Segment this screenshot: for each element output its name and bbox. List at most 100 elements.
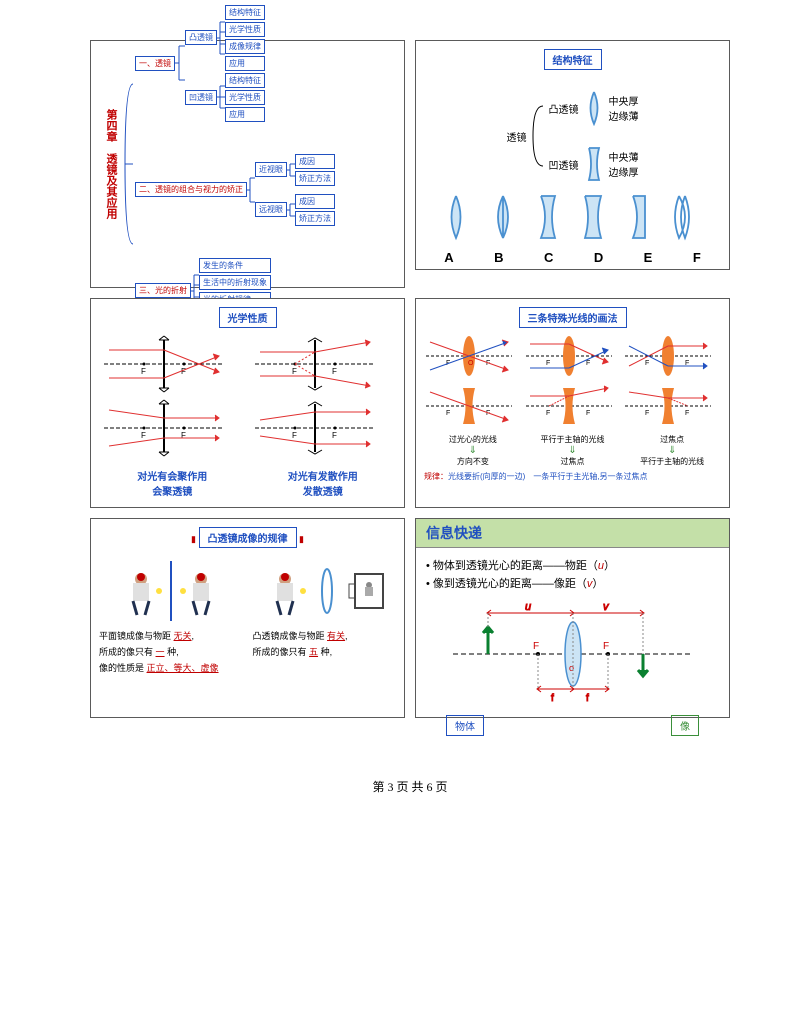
p4-rule-label: 规律： [424,472,448,481]
svg-text:F: F [586,360,590,367]
svg-text:F: F [685,410,689,417]
mm-myopia: 近视眼 [255,162,287,177]
svg-text:f: f [551,693,554,704]
mm-concave: 凹透镜 [185,90,217,105]
p4-sub: 方向不变 [457,457,489,466]
p2-concave-desc: 中央薄 边缘厚 [609,149,639,179]
mm-leaf: 矫正方法 [295,211,335,226]
mm-l1-1: 二、透镜的组合与视力的矫正 [135,182,247,197]
page-footer: 第 3 页 共 6 页 [90,778,730,795]
mm-leaf: 结构特征 [225,73,265,88]
lens-letter: F [693,250,701,265]
svg-text:O: O [468,360,474,367]
mm-l1-0: 一、透镜 [135,56,175,71]
p5l: 所成的像只有 [99,647,153,657]
p2-concave: 凹透镜 [549,157,579,172]
mm-leaf: 结构特征 [225,5,265,20]
svg-text:F: F [292,367,297,376]
page-root: 第四章 透镜及其应用 一、透镜 凸透镜 结构特征 光学性质 成像规律 应用 凹透… [0,0,800,815]
panel-imaging: ▮ 凸透镜成像的规律 ▮ 平面镜成像与物距 无关, 所成的像只有 一 种, 像的… [90,518,405,718]
p4-cap: 过光心的光线 [449,435,497,444]
svg-text:F: F [292,431,297,440]
p5r: 有关 [327,631,345,641]
svg-text:F: F [546,410,550,417]
arrow-down-icon: ⇓ [469,445,477,456]
lens-person-icon [259,556,389,626]
panel-structure: 结构特征 透镜 凸透镜 中央厚 边缘薄 凹透镜 中央薄 边缘厚 A B C D … [415,40,730,270]
mirror-person-icon [111,556,231,626]
lens-shapes-icon [433,192,713,242]
mm-leaf: 光学性质 [225,90,265,105]
mm-line-icon [247,172,255,208]
p4-title: 三条特殊光线的画法 [519,307,627,328]
concave-lens-icon [585,146,603,182]
mm-leaf: 成因 [295,154,335,169]
svg-text:f: f [586,693,589,704]
p5l: 平面镜成像与物距 [99,631,171,641]
svg-text:F: F [586,410,590,417]
panel-optical: 光学性质 F F F F F F [90,298,405,508]
p4-sub: 过焦点 [560,457,584,466]
mm-leaf: 成因 [295,194,335,209]
p2-convex-desc: 中央厚 边缘薄 [609,93,639,123]
ray-diagram-icon: FF [424,382,514,430]
p4-rule: 光线要折(向厚的一边) 一条平行于主光轴,另一条过焦点 [448,472,648,481]
ray-diagram-icon: FF [623,332,713,380]
convex-lens-icon [585,90,603,126]
p5r: 五 [309,647,318,657]
p4-cap: 过焦点 [660,435,684,444]
bracket-icon [531,101,545,171]
svg-text:u: u [525,601,531,613]
svg-text:F: F [446,410,450,417]
p5l: 种, [167,647,179,657]
arrow-down-icon: ⇓ [668,445,676,456]
p5r: 凸透镜成像与物距 [253,631,325,641]
panel2-title: 结构特征 [544,49,602,70]
panel-rays: 三条特殊光线的画法 FFO FF FF FF FF FF 过光心的光线 [415,298,730,508]
p6-header: 信息快递 [416,519,729,548]
svg-text:F: F [533,641,539,652]
lens-distance-diagram-icon: o F F u v f f [443,599,703,709]
mm-hyperopia: 远视眼 [255,202,287,217]
p5r: 所成的像只有 [253,647,307,657]
concave-diverge-icon: F F [250,334,380,394]
ray-diagram-icon: FF [524,382,614,430]
panel-grid: 第四章 透镜及其应用 一、透镜 凸透镜 结构特征 光学性质 成像规律 应用 凹透… [90,40,730,718]
lens-letter: D [594,250,603,265]
mm-line-icon [287,200,295,220]
mm-l1-2: 三、光的折射 [135,283,191,298]
mm-line-icon [287,160,295,180]
svg-text:F: F [332,431,337,440]
mm-leaf: 应用 [225,107,265,122]
p3-title: 光学性质 [219,307,277,328]
svg-text:o: o [569,663,574,673]
ray-diagram-icon: FFO [424,332,514,380]
panel-info: 信息快递 • 物体到透镜光心的距离——物距（u） • 像到透镜光心的距离——像距… [415,518,730,718]
svg-text:F: F [645,410,649,417]
p4-cap: 平行于主轴的光线 [540,435,604,444]
convex-parallel-icon: F F [99,398,229,458]
svg-text:F: F [181,431,186,440]
p3-label2: 对光有发散作用 发散透镜 [250,468,397,498]
mm-leaf: 矫正方法 [295,171,335,186]
mm-convex: 凸透镜 [185,30,217,45]
p2-root: 透镜 [507,129,527,144]
p5r: 种, [321,647,333,657]
mm-line-icon [217,82,225,112]
p5-title: 凸透镜成像的规律 [199,527,297,548]
svg-text:F: F [181,367,186,376]
mm-leaf: 应用 [225,56,265,71]
mm-leaf: 成像规律 [225,39,265,54]
lens-letter: A [444,250,453,265]
arrow-down-icon: ⇓ [568,445,576,456]
lens-letter: E [644,250,653,265]
mindmap-root: 第四章 透镜及其应用 [99,109,123,219]
mm-leaf: 发生的条件 [199,258,271,273]
p6-line1: 物体到透镜光心的距离——物距（ [433,560,598,572]
panel-mindmap: 第四章 透镜及其应用 一、透镜 凸透镜 结构特征 光学性质 成像规律 应用 凹透… [90,40,405,288]
ray-diagram-icon: FF [623,382,713,430]
p6-line2: 像到透镜光心的距离——像距（ [433,578,587,590]
svg-text:F: F [141,367,146,376]
convex-converge-icon: F F [99,334,229,394]
mm-leaf: 生活中的折射现象 [199,275,271,290]
